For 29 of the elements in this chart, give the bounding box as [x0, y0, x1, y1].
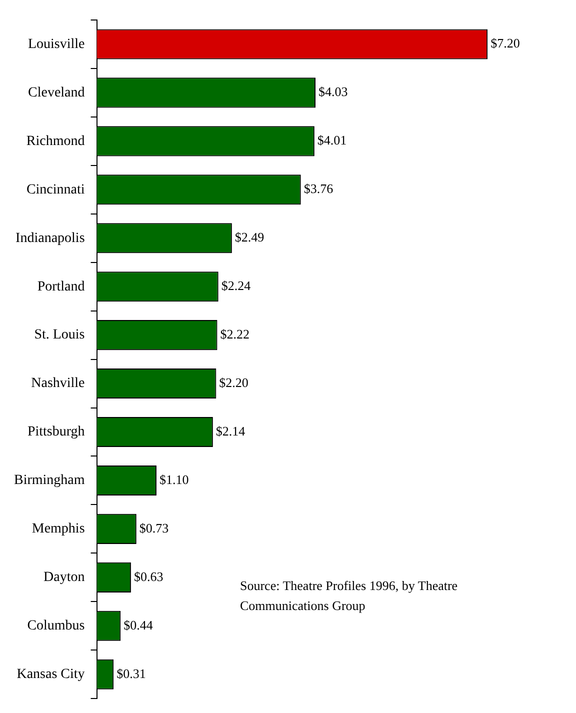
y-tick-label: Nashville [31, 376, 85, 392]
data-label: $2.22 [220, 326, 250, 342]
data-label: $4.01 [317, 132, 347, 148]
y-tick-label: Dayton [44, 570, 85, 586]
y-tick-label: Indianapolis [16, 230, 85, 246]
y-tick-label: Portland [37, 279, 85, 294]
y-tick-label: Pittsburgh [27, 424, 85, 440]
data-label: $0.31 [116, 666, 146, 681]
data-label: $0.73 [139, 520, 169, 536]
data-label: $2.20 [219, 374, 248, 390]
annotation: Source: Theatre Profiles 1996, by Theatre Communications Group [240, 577, 459, 615]
data-label: $2.14 [216, 423, 246, 438]
data-label: $4.03 [318, 84, 348, 100]
y-tick-label: Memphis [32, 522, 85, 537]
data-label: $3.76 [304, 181, 334, 196]
data-label: $0.63 [134, 568, 164, 584]
y-tick-label: St. Louis [34, 328, 85, 343]
data-label: $2.24 [221, 278, 252, 294]
y-tick-label: Richmond [26, 134, 85, 149]
data-label: $2.49 [234, 230, 264, 245]
y-tick-label: Louisville [28, 36, 85, 52]
y-tick-label: Cleveland [28, 85, 85, 100]
data-label: $7.20 [490, 36, 520, 51]
y-tick-label: Birmingham [14, 473, 85, 488]
y-tick-label: Cincinnati [26, 182, 85, 198]
data-label: $0.44 [124, 617, 154, 632]
data-label: $1.10 [159, 472, 189, 487]
y-tick-label: Kansas City [16, 667, 85, 682]
y-tick-label: Columbus [27, 618, 85, 634]
